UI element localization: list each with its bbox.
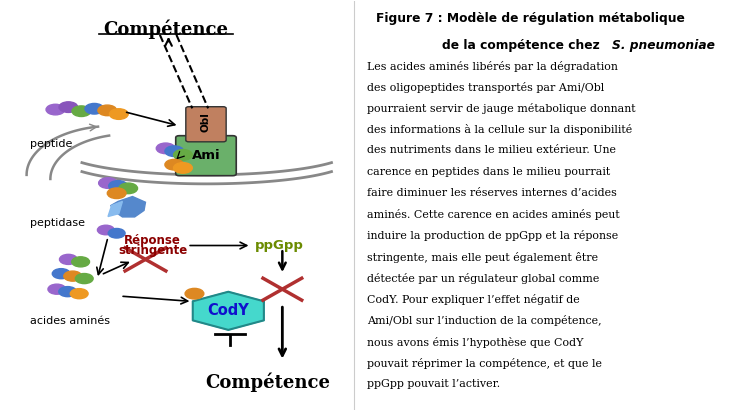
Circle shape	[119, 183, 137, 194]
Polygon shape	[108, 201, 123, 217]
FancyBboxPatch shape	[185, 107, 226, 142]
Text: Compétence: Compétence	[205, 373, 330, 393]
Text: Réponse: Réponse	[124, 234, 181, 247]
Circle shape	[165, 146, 184, 157]
Circle shape	[75, 274, 93, 284]
Circle shape	[107, 188, 126, 199]
FancyBboxPatch shape	[176, 136, 236, 175]
Text: pourraient servir de jauge métabolique donnant: pourraient servir de jauge métabolique d…	[367, 103, 636, 114]
Circle shape	[72, 257, 89, 267]
Circle shape	[98, 225, 115, 235]
Text: S. pneumoniae: S. pneumoniae	[613, 39, 715, 52]
Circle shape	[59, 102, 78, 113]
Text: carence en peptides dans le milieu pourrait: carence en peptides dans le milieu pourr…	[367, 167, 610, 177]
Text: Figure 7 : Modèle de régulation métabolique: Figure 7 : Modèle de régulation métaboli…	[376, 12, 685, 25]
Text: Les acides aminés libérés par la dégradation: Les acides aminés libérés par la dégrada…	[367, 60, 619, 72]
Circle shape	[70, 289, 88, 299]
Text: CodY: CodY	[208, 303, 249, 319]
Text: ppGpp pouvait l’activer.: ppGpp pouvait l’activer.	[367, 379, 500, 389]
Polygon shape	[193, 292, 264, 330]
Circle shape	[85, 104, 103, 114]
Text: Compétence: Compétence	[103, 20, 228, 39]
Text: peptidase: peptidase	[30, 218, 85, 228]
Text: de la compétence chez: de la compétence chez	[442, 39, 605, 52]
Text: Ami: Ami	[191, 149, 220, 162]
Text: des nutriments dans le milieu extérieur. Une: des nutriments dans le milieu extérieur.…	[367, 145, 616, 155]
Text: pouvait réprimer la compétence, et que le: pouvait réprimer la compétence, et que l…	[367, 358, 602, 369]
Circle shape	[64, 271, 81, 281]
Text: CodY. Pour expliquer l’effet négatif de: CodY. Pour expliquer l’effet négatif de	[367, 294, 580, 305]
Text: des informations à la cellule sur la disponibilité: des informations à la cellule sur la dis…	[367, 124, 633, 135]
Text: stringente: stringente	[118, 244, 187, 257]
Circle shape	[108, 229, 125, 238]
Polygon shape	[111, 196, 146, 217]
Circle shape	[165, 159, 184, 170]
Circle shape	[46, 104, 65, 115]
Text: des oligopeptides transportés par Ami/Obl: des oligopeptides transportés par Ami/Ob…	[367, 82, 605, 93]
Text: faire diminuer les réserves internes d’acides: faire diminuer les réserves internes d’a…	[367, 188, 617, 198]
Circle shape	[98, 105, 117, 115]
Circle shape	[72, 106, 91, 116]
Text: Obl: Obl	[201, 112, 211, 132]
Circle shape	[185, 289, 204, 299]
Circle shape	[156, 143, 175, 154]
Text: stringente, mais elle peut également être: stringente, mais elle peut également êtr…	[367, 252, 599, 263]
Text: acides aminés: acides aminés	[30, 316, 110, 326]
Text: Ami/Obl sur l’induction de la compétence,: Ami/Obl sur l’induction de la compétence…	[367, 315, 602, 326]
Circle shape	[48, 284, 66, 294]
Circle shape	[59, 254, 78, 264]
Circle shape	[59, 286, 77, 297]
Text: ppGpp: ppGpp	[255, 239, 304, 252]
Circle shape	[109, 180, 127, 191]
Text: induire la production de ppGpp et la réponse: induire la production de ppGpp et la rép…	[367, 231, 619, 241]
Circle shape	[174, 150, 192, 160]
Text: peptide: peptide	[30, 139, 72, 149]
Circle shape	[109, 109, 128, 119]
Circle shape	[174, 163, 192, 173]
Circle shape	[52, 269, 70, 279]
Circle shape	[98, 178, 118, 188]
Text: aminés. Cette carence en acides aminés peut: aminés. Cette carence en acides aminés p…	[367, 209, 620, 220]
Text: détectée par un régulateur global comme: détectée par un régulateur global comme	[367, 273, 600, 284]
Text: nous avons émis l’hypothèse que CodY: nous avons émis l’hypothèse que CodY	[367, 337, 584, 348]
